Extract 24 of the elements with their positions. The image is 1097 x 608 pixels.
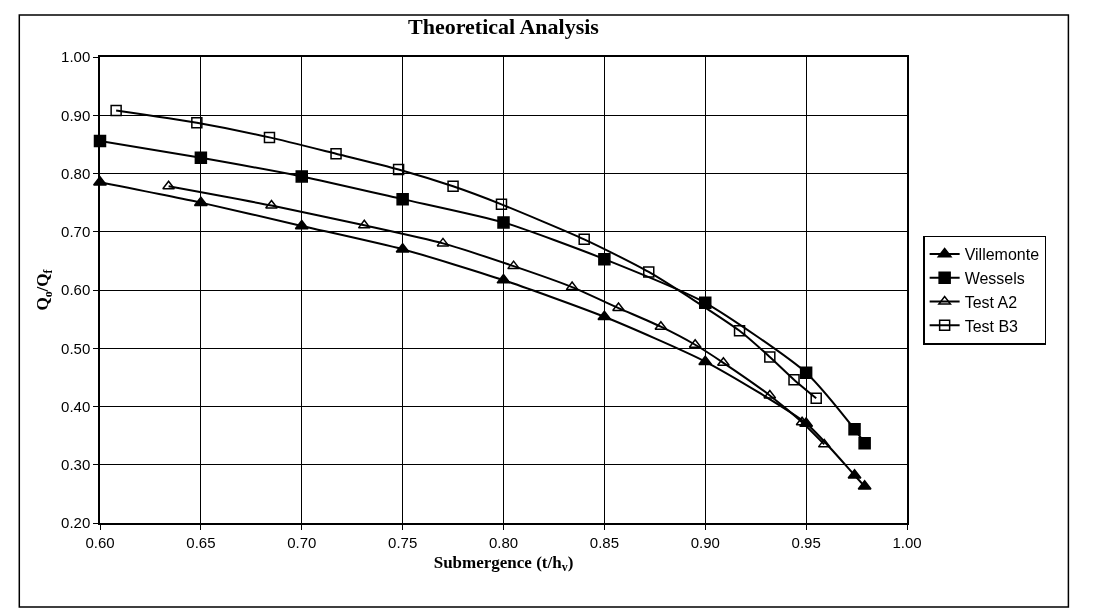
x-tick-label: 0.80 bbox=[488, 533, 519, 551]
y-tick-label: 1.00 bbox=[61, 48, 91, 66]
x-tick-label: 0.85 bbox=[589, 533, 619, 551]
x-axis-title: Submergence (t/h$_{v}$) bbox=[433, 552, 574, 575]
y-tick-label: 0.30 bbox=[61, 456, 91, 473]
x-tick-label: 0.95 bbox=[791, 533, 821, 551]
x-tick-label: 0.70 bbox=[287, 533, 317, 551]
x-tick-label: 0.75 bbox=[388, 533, 418, 551]
legend-label: Wessels bbox=[964, 269, 1025, 287]
legend-label: Villemonte bbox=[964, 246, 1040, 264]
legend-label: Test B3 bbox=[964, 317, 1019, 335]
chart-title: Theoretical Analysis bbox=[408, 13, 600, 39]
y-tick-label: 0.20 bbox=[61, 514, 91, 532]
y-tick-label: 0.50 bbox=[61, 339, 91, 357]
y-tick-label: 0.80 bbox=[61, 164, 91, 182]
y-tick-label: 0.90 bbox=[61, 106, 91, 124]
x-tick-label: 0.90 bbox=[690, 533, 720, 551]
legend-label: Test A2 bbox=[964, 293, 1018, 311]
x-tick-label: 0.60 bbox=[85, 533, 115, 551]
y-tick-label: 0.70 bbox=[61, 223, 91, 240]
y-tick-label: 0.40 bbox=[61, 397, 91, 415]
y-tick-label: 0.60 bbox=[61, 281, 91, 299]
x-tick-label: 1.00 bbox=[892, 533, 922, 551]
x-tick-label: 0.65 bbox=[186, 533, 216, 551]
